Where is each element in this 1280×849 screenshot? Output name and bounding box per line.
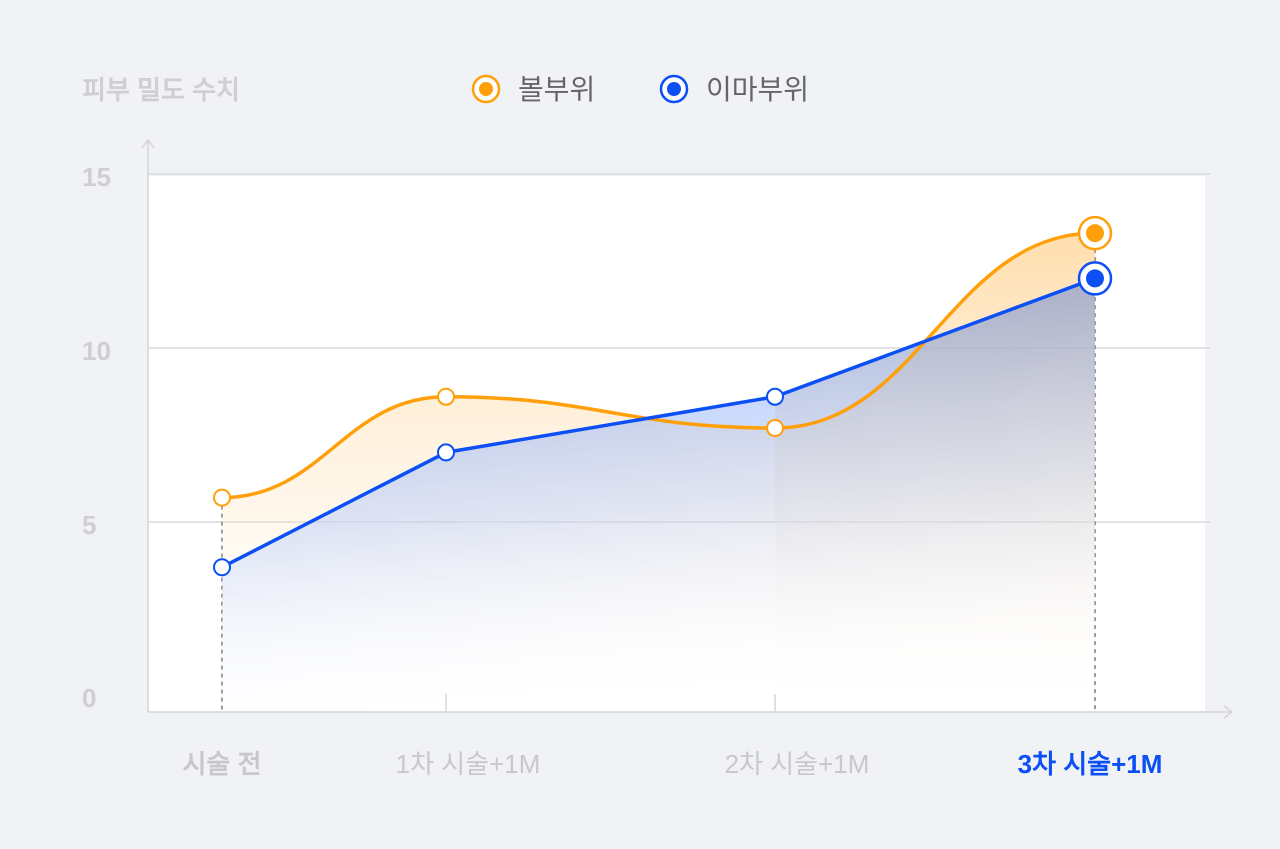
y-axis-title: 피부 밀도 수치 <box>82 75 240 105</box>
legend-label: 이마부위 <box>706 74 809 105</box>
legend-marker-dot <box>479 82 493 96</box>
y-tick-label: 5 <box>82 510 96 540</box>
x-tick-label: 시술 전 <box>183 749 262 779</box>
y-axis-arrow-icon <box>141 138 155 149</box>
x-axis-arrow-icon <box>1223 705 1234 719</box>
data-point-dot <box>1086 224 1104 243</box>
data-point <box>766 419 784 438</box>
data-point <box>437 387 455 406</box>
legend-marker-dot <box>667 82 681 96</box>
x-tick-label: 1차 시술+1M <box>396 749 541 779</box>
data-point <box>766 387 784 406</box>
y-tick-label: 10 <box>82 336 111 366</box>
y-tick-label: 15 <box>82 162 111 192</box>
x-tick-label: 3차 시술+1M <box>1018 749 1163 779</box>
data-point <box>437 443 455 462</box>
data-point <box>213 488 231 507</box>
data-point <box>213 558 231 577</box>
area-overlap <box>775 278 1095 712</box>
y-tick-label: 0 <box>82 683 96 713</box>
line-forehead <box>221 276 1096 569</box>
legend-label: 볼부위 <box>518 74 595 105</box>
data-point-dot <box>1086 269 1104 288</box>
x-tick-label: 2차 시술+1M <box>725 749 870 779</box>
legend: 볼부위 이마부위 <box>471 74 809 105</box>
